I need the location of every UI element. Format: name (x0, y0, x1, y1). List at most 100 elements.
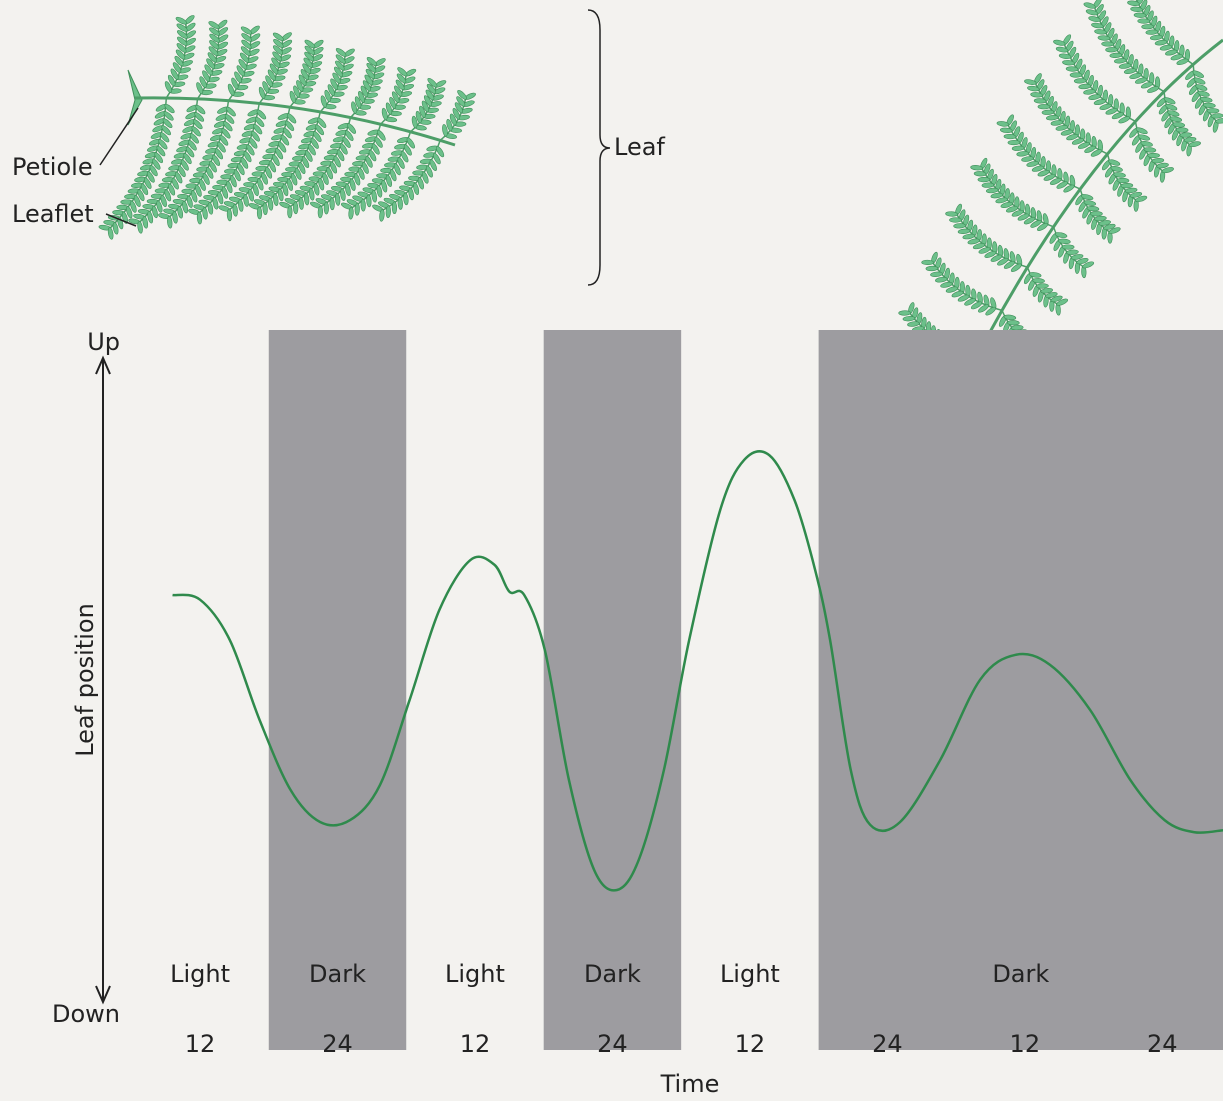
leaflet (1167, 110, 1180, 118)
leaflet (1046, 115, 1058, 121)
leaflet (1119, 63, 1132, 69)
leaflet (953, 223, 965, 228)
x-tick-label: 24 (322, 1030, 353, 1058)
leaflet (376, 185, 383, 198)
y-tick-label: Down (52, 1000, 120, 1028)
leaflet (1195, 83, 1208, 91)
leaflet (386, 206, 391, 218)
dark-band (819, 330, 1223, 1050)
leaflet (1083, 2, 1096, 10)
leaflet (243, 194, 250, 207)
leaflet (107, 227, 114, 240)
leaflet (324, 202, 329, 214)
leaf-bracket (588, 10, 610, 285)
leaflet (922, 260, 934, 265)
leaflet (202, 207, 208, 219)
leaflet (1110, 53, 1122, 58)
leaflet (304, 193, 310, 205)
leaflet (949, 218, 961, 223)
leaflet (1193, 76, 1206, 85)
leaflet (1102, 42, 1114, 47)
x-tick-label: 12 (1010, 1030, 1041, 1058)
leaflet (1016, 151, 1028, 157)
leaflet (1134, 13, 1146, 18)
petiole-pointer (100, 108, 138, 165)
leaflet (1150, 35, 1162, 41)
frond (99, 14, 477, 240)
leaflet (330, 198, 335, 210)
leaflet (298, 197, 304, 209)
leaflet (1142, 24, 1154, 29)
leaflet (982, 183, 994, 188)
leaflet (355, 203, 360, 215)
leaflet (1192, 69, 1205, 79)
leaflet (1106, 47, 1118, 52)
leaflet (1088, 94, 1101, 101)
leaflet (287, 206, 292, 218)
leaflet (907, 321, 920, 327)
x-axis-title: Time (660, 1070, 720, 1098)
leaflet (1121, 183, 1133, 188)
x-tick-label: 12 (735, 1030, 766, 1058)
band-label: Dark (309, 960, 366, 988)
leaflet (1138, 134, 1151, 142)
leaflet (273, 193, 279, 206)
leaflet (1207, 108, 1219, 113)
x-tick-label: 24 (597, 1030, 628, 1058)
leaflet (1163, 96, 1176, 105)
annotation: Petiole (12, 153, 93, 181)
leaflet (1036, 284, 1048, 289)
leaflet (935, 276, 948, 282)
leaflet (137, 221, 143, 234)
leaflet (1066, 249, 1078, 255)
leaflet (1042, 110, 1054, 115)
figure: LightDarkLightDarkLightDark1224122412241… (0, 0, 1223, 1101)
leaflet (227, 209, 232, 221)
leaflet (268, 198, 274, 210)
leaflet (257, 207, 262, 219)
leaflet (945, 211, 957, 216)
dark-band (269, 330, 406, 1050)
leaflet (318, 206, 323, 218)
y-axis-title: Leaf position (71, 603, 99, 757)
leaflet (1008, 140, 1020, 145)
leaflet (335, 193, 341, 205)
leaflet (232, 204, 238, 216)
leaflet (371, 190, 377, 203)
leaflet (392, 202, 397, 214)
leaflet (1138, 19, 1150, 24)
band-label: Dark (992, 960, 1049, 988)
leaflet (262, 203, 267, 215)
leaflet (1062, 245, 1074, 250)
leaflet (1117, 178, 1129, 183)
y-tick-label: Up (87, 328, 120, 356)
leaflet (366, 195, 372, 207)
leaflet (1021, 156, 1034, 163)
leaflet (1012, 146, 1024, 151)
leaflet (361, 199, 366, 211)
band-label: Dark (584, 960, 641, 988)
dark-band (544, 330, 681, 1050)
leaflet (1211, 113, 1223, 118)
leaflet (1004, 134, 1016, 139)
leaflet (403, 193, 409, 205)
band-label: Light (445, 960, 505, 988)
page: {"chart_data": {"type": "line", "annotat… (0, 0, 1223, 1101)
leaflet (1176, 128, 1188, 133)
leaflet (293, 202, 298, 214)
leaflet (1034, 98, 1046, 103)
leaflet (1215, 118, 1223, 124)
leaflet (408, 188, 415, 201)
leaflet (142, 216, 149, 229)
x-tick-label: 24 (1147, 1030, 1178, 1058)
leaflet (167, 216, 173, 228)
leaflet (1146, 29, 1158, 34)
leaflet (1079, 84, 1091, 90)
x-tick-label: 12 (460, 1030, 491, 1058)
leaflet (398, 197, 403, 209)
leaflet (1108, 159, 1121, 167)
annotation: Leaflet (12, 200, 94, 228)
band-label: Light (170, 960, 230, 988)
leaflet (1090, 211, 1102, 216)
